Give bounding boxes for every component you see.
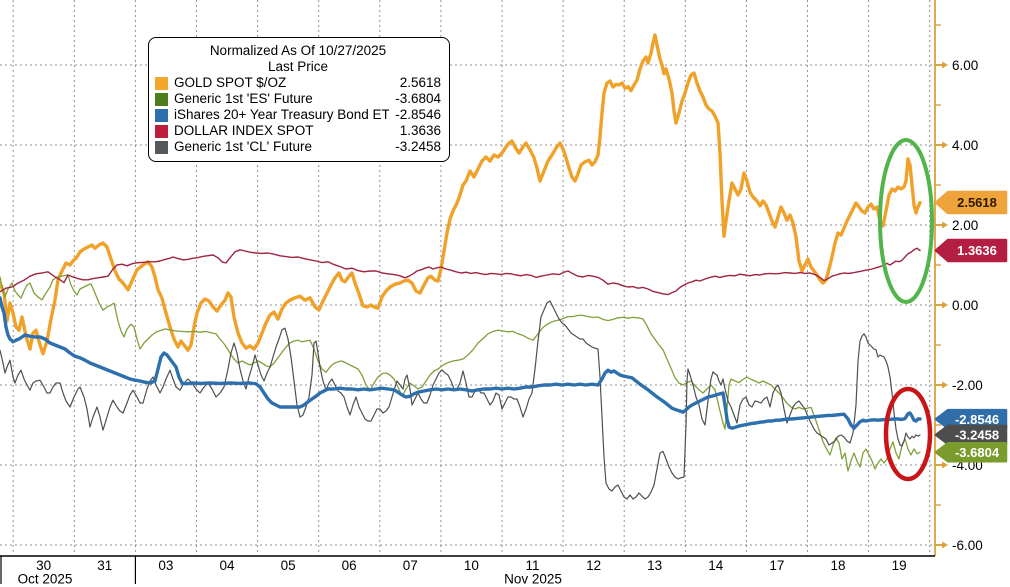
legend-row-dxy: DOLLAR INDEX SPOT 1.3636 [155, 123, 441, 139]
y-tick-arrow-icon [942, 381, 948, 389]
red-circle-annotation [883, 386, 933, 482]
price-badge-gold-label: 2.5618 [957, 195, 997, 210]
x-tick-label: 31 [97, 558, 112, 573]
x-tick-label: 06 [342, 558, 357, 573]
gold-line [0, 33, 922, 356]
x-tick-label: 18 [830, 558, 845, 573]
legend-series-name: Generic 1st 'CL' Future [174, 139, 312, 154]
y-tick-arrow-icon [942, 61, 948, 69]
legend-series-value: 2.5618 [399, 75, 441, 90]
x-month-label: Nov 2025 [504, 572, 562, 587]
legend-rows: GOLD SPOT $/OZ 2.5618 Generic 1st 'ES' Fut… [155, 75, 441, 155]
legend-series-name: GOLD SPOT $/OZ [174, 75, 287, 90]
es-line [0, 274, 921, 472]
y-tick-arrow-icon [942, 541, 948, 549]
legend-series-value: -2.8546 [395, 107, 441, 122]
y-tick-label: 0.00 [952, 298, 978, 313]
x-tick-label: 30 [36, 558, 51, 573]
legend-row-gold: GOLD SPOT $/OZ 2.5618 [155, 75, 441, 91]
x-tick-label: 19 [892, 558, 907, 573]
legend-series-name: Generic 1st 'ES' Future [174, 91, 313, 106]
x-tick-label: 10 [464, 558, 479, 573]
green-circle-annotation [878, 138, 934, 304]
legend-row-cl: Generic 1st 'CL' Future -3.2458 [155, 139, 441, 155]
legend-series-value: 1.3636 [399, 123, 441, 138]
y-tick-label: 4.00 [952, 138, 978, 153]
y-tick-label: -6.00 [952, 538, 983, 553]
y-tick-arrow-icon [942, 141, 948, 149]
x-tick-label: 14 [708, 558, 724, 573]
price-badge-es [934, 441, 1008, 463]
x-tick-label: 13 [647, 558, 662, 573]
price-badge-dxy-label: 1.3636 [957, 243, 997, 258]
es-swatch-icon [155, 92, 168, 106]
x-month-label: Oct 2025 [18, 572, 73, 587]
x-tick-label: 12 [586, 558, 601, 573]
tlt-line [0, 296, 922, 430]
x-tick-label: 17 [769, 558, 784, 573]
price-badge-cl-label: -3.2458 [955, 427, 999, 442]
y-tick-label: 2.00 [952, 218, 978, 233]
legend-series-name: iShares 20+ Year Treasury Bond ETF [174, 107, 390, 122]
legend-subtitle: Last Price [267, 59, 329, 74]
y-tick-arrow-icon [942, 461, 948, 469]
x-tick-label: 11 [525, 558, 539, 573]
legend-title: Normalized As Of 10/27/2025 [209, 43, 387, 58]
price-badge-dxy [934, 238, 1008, 263]
x-tick-label: 05 [281, 558, 296, 573]
y-tick-arrow-icon [942, 301, 948, 309]
tlt-swatch-icon [155, 108, 168, 122]
x-tick-label: 03 [158, 558, 173, 573]
price-badge-es-label: -3.6804 [955, 445, 1000, 460]
legend-series-value: -3.6804 [395, 91, 441, 106]
price-badge-cl [934, 424, 1008, 446]
legend-series-value: -3.2458 [395, 139, 441, 154]
y-tick-arrow-icon [942, 221, 948, 229]
y-tick-label: -2.00 [952, 378, 983, 393]
legend-row-es: Generic 1st 'ES' Future -3.6804 [155, 91, 441, 107]
cl-swatch-icon [155, 140, 168, 154]
price-badge-gold [934, 190, 1008, 215]
gold-swatch-icon [155, 76, 168, 90]
cl-line [0, 300, 921, 500]
dxy-swatch-icon [155, 124, 168, 138]
price-badge-tlt-label: -2.8546 [955, 412, 999, 427]
legend-series-name: DOLLAR INDEX SPOT [174, 123, 314, 138]
x-tick-label: 04 [219, 558, 235, 573]
dxy-line [0, 247, 921, 296]
x-tick-label: 07 [403, 558, 418, 573]
legend-box: Normalized As Of 10/27/2025 Last Price G… [148, 37, 450, 162]
y-tick-label: 6.00 [952, 58, 978, 73]
legend-row-tlt: iShares 20+ Year Treasury Bond ETF -2.854… [155, 107, 441, 123]
